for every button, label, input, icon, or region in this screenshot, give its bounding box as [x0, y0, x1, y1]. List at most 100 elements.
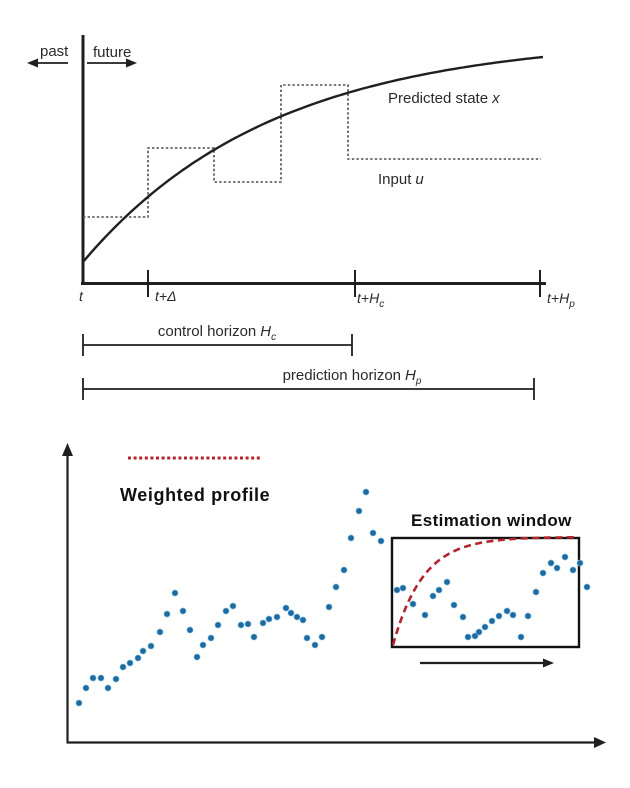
scatter-dot [481, 623, 489, 631]
estimation-window-box [390, 536, 581, 649]
scatter-dot [553, 564, 561, 572]
future-label: future [93, 44, 131, 61]
scatter-dot [222, 607, 230, 615]
scatter-dot [362, 488, 370, 496]
scatter-dot [421, 611, 429, 619]
scatter-dot [443, 578, 451, 586]
scatter-dot [503, 607, 511, 615]
estimation-window-label: Estimation window [411, 511, 572, 530]
window-slide-arrow-head [543, 658, 554, 668]
scatter-dot [273, 613, 281, 621]
scatter-dot [464, 633, 472, 641]
scatter-dot [495, 612, 503, 620]
scatter-dot [139, 647, 147, 655]
scatter-dot [97, 674, 105, 682]
scatter-dot [311, 641, 319, 649]
x-axis-arrow-head [594, 737, 606, 748]
scatter-dot [393, 586, 401, 594]
scatter-dot [89, 674, 97, 682]
scatter-dot [229, 602, 237, 610]
past-arrow [27, 58, 68, 68]
y-axis-arrow-head [62, 443, 73, 456]
scatter-dot [119, 663, 127, 671]
scatter-dot [299, 616, 307, 624]
scatter-dot [199, 641, 207, 649]
scatter-dot [186, 626, 194, 634]
scatter-dot [147, 642, 155, 650]
tick-label-t-hp: t+Hp [547, 290, 575, 310]
scatter-dot [287, 609, 295, 617]
weighted-profile-diagram: Weighted profile Estimation window [62, 443, 606, 748]
scatter-dot [409, 600, 417, 608]
scatter-dot [207, 634, 215, 642]
scatter-dot [134, 654, 142, 662]
scatter-dot [293, 613, 301, 621]
scatter-dot [282, 604, 290, 612]
scatter-dot [82, 684, 90, 692]
scatter-dot [214, 621, 222, 629]
scatter-dot [340, 566, 348, 574]
scatter-dot [126, 659, 134, 667]
scatter-dot [561, 553, 569, 561]
scatter-dot [104, 684, 112, 692]
scatter-dot [244, 620, 252, 628]
predicted-state-label: Predicted state x [388, 90, 500, 107]
scatter-dot [532, 588, 540, 596]
scatter-dot [179, 607, 187, 615]
scatter-dot [75, 699, 83, 707]
scatter-dot [156, 628, 164, 636]
tick-label-t: t [79, 288, 84, 304]
scatter-dot [450, 601, 458, 609]
scatter-dot [488, 617, 496, 625]
time-axis-ticks [147, 270, 541, 297]
x-axis [66, 737, 606, 748]
scatter-dot [265, 615, 273, 623]
y-axis [62, 443, 73, 742]
scatter-dot [547, 559, 555, 567]
input-label: Input u [378, 171, 424, 188]
prediction-horizon-bar [82, 378, 535, 400]
scatter-dot [435, 586, 443, 594]
scatter-dot [347, 534, 355, 542]
scatter-dot [517, 633, 525, 641]
mpc-horizon-diagram: past future Predicted state x Input u t t+… [27, 35, 575, 400]
control-horizon-bar [82, 334, 353, 356]
scatter-dot [459, 613, 467, 621]
future-arrow-head [126, 58, 137, 68]
scatter-dot [569, 566, 577, 574]
scatter-dot [429, 592, 437, 600]
scatter-dot [259, 619, 267, 627]
scatter-dot [539, 569, 547, 577]
weighted-profile-label: Weighted profile [120, 485, 270, 505]
scatter-dot [576, 559, 584, 567]
tick-label-t-delta: t+Δ [155, 288, 176, 304]
past-arrow-head [27, 58, 38, 68]
scatter-dot [355, 507, 363, 515]
predicted-state-curve [82, 55, 544, 263]
scatter-dot [325, 603, 333, 611]
window-slide-arrow [420, 658, 554, 668]
scatter-dot [193, 653, 201, 661]
scatter-dot [377, 537, 385, 545]
scatter-dot [250, 633, 258, 641]
scatter-dot [583, 583, 591, 591]
scatter-dot [171, 589, 179, 597]
scatter-dot [332, 583, 340, 591]
past-label: past [40, 43, 69, 60]
scatter-dot [475, 628, 483, 636]
scatter-dot [318, 633, 326, 641]
scatter-dot [303, 634, 311, 642]
scatter-points [75, 488, 591, 707]
scatter-dot [369, 529, 377, 537]
scatter-dot [399, 584, 407, 592]
scatter-dot [509, 611, 517, 619]
future-arrow [87, 58, 137, 68]
tick-label-t-hc: t+Hc [357, 290, 384, 310]
estimation-window-curve [391, 535, 578, 646]
scatter-dot [524, 612, 532, 620]
input-step-line [83, 84, 541, 218]
scatter-dot [112, 675, 120, 683]
scatter-dot [163, 610, 171, 618]
scatter-dot [237, 621, 245, 629]
